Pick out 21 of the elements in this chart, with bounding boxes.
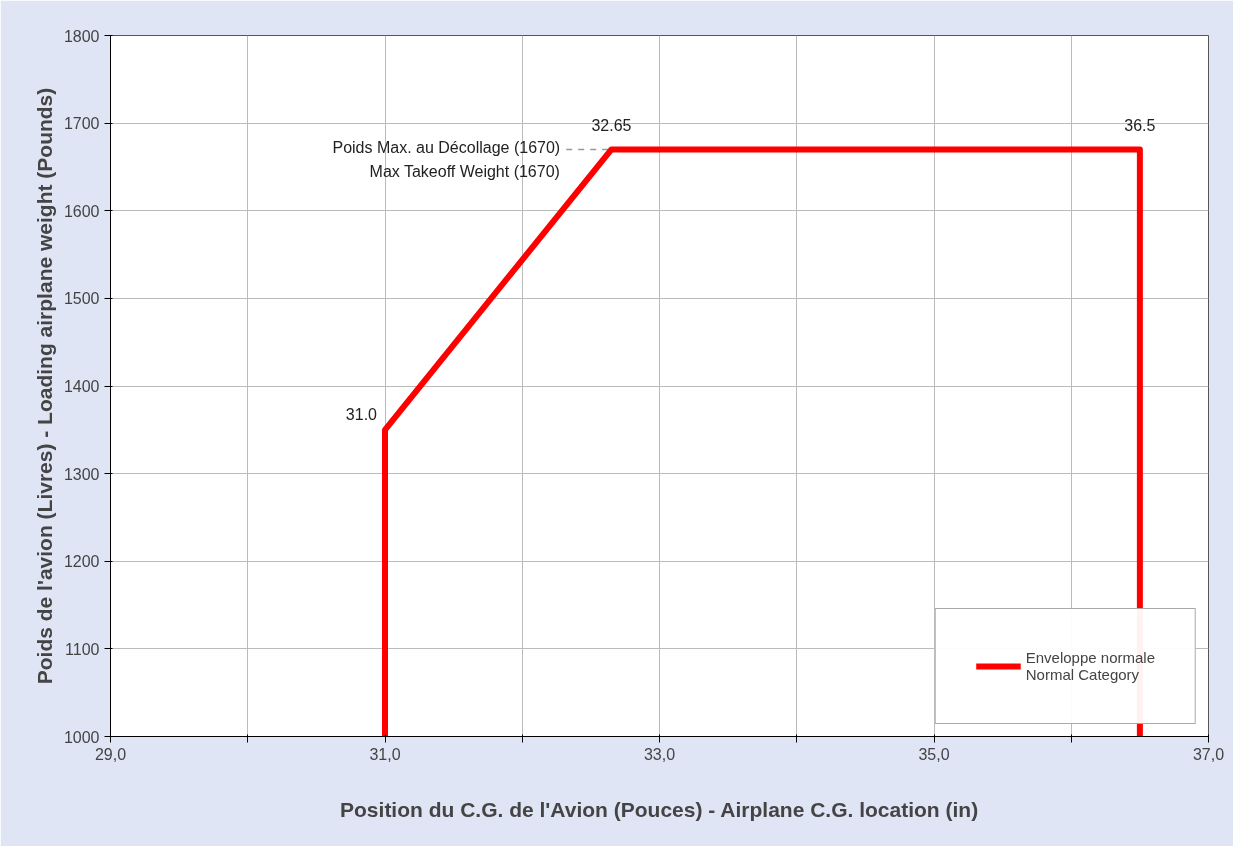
y-tick-label: 1000 (63, 728, 100, 746)
annotation: 36.5 (1124, 117, 1156, 135)
x-tick-label: 35,0 (918, 745, 950, 763)
x-axis-title: Position du C.G. de l'Avion (Pouces) - Airplane C.G. location (in) (340, 797, 979, 821)
x-tick-label: 31,0 (369, 745, 401, 763)
x-tick-label: 33,0 (643, 745, 676, 763)
y-axis-title: Poids de l'avion (Livres) - Loading airplane weight (Pounds) (32, 87, 56, 685)
y-tick-label: 1400 (63, 378, 100, 395)
y-tick-label: 1800 (63, 27, 100, 45)
y-tick-label: 1300 (63, 465, 100, 483)
y-tick-label: 1500 (63, 290, 100, 308)
y-tick-label: 1700 (63, 115, 100, 133)
legend-label: Enveloppe normale Normal Category (1025, 649, 1155, 683)
y-tick-label: 1200 (63, 553, 100, 571)
x-tick-label: 29,0 (94, 745, 127, 763)
x-tick-label: 37,0 (1192, 745, 1225, 763)
y-tick-label: 1600 (63, 202, 100, 220)
ref-line-label: Poids Max. au Décollage (1670) Max Takeoff Weight (1670) (332, 139, 561, 181)
annotation: 31.0 (345, 405, 378, 423)
y-tick-label: 1100 (65, 640, 100, 658)
annotation: 32.65 (591, 117, 632, 135)
